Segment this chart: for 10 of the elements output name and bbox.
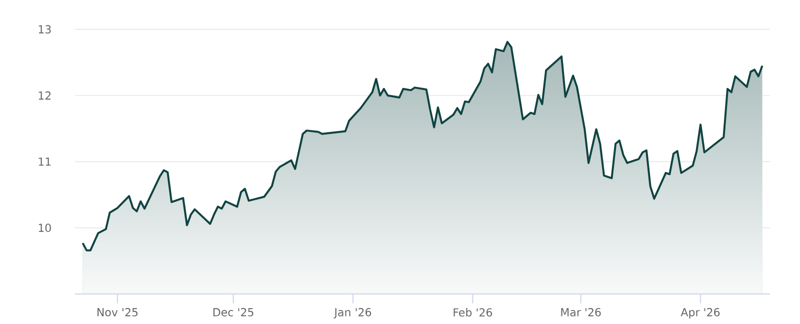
x-tick-label: Mar '26 [561, 308, 601, 316]
y-tick-label: 10 [38, 224, 51, 232]
x-tick-label: Feb '26 [454, 308, 492, 317]
y-tick-label: 11 [38, 158, 51, 166]
x-tick-label: Dec '25 [213, 308, 254, 316]
x-tick-label: Nov '25 [98, 308, 138, 316]
x-tick-label: Apr '26 [680, 308, 720, 318]
y-tick-label: 13 [38, 25, 51, 34]
x-tick-label: Jan '26 [334, 308, 372, 318]
y-tick-label: 12 [38, 91, 51, 100]
